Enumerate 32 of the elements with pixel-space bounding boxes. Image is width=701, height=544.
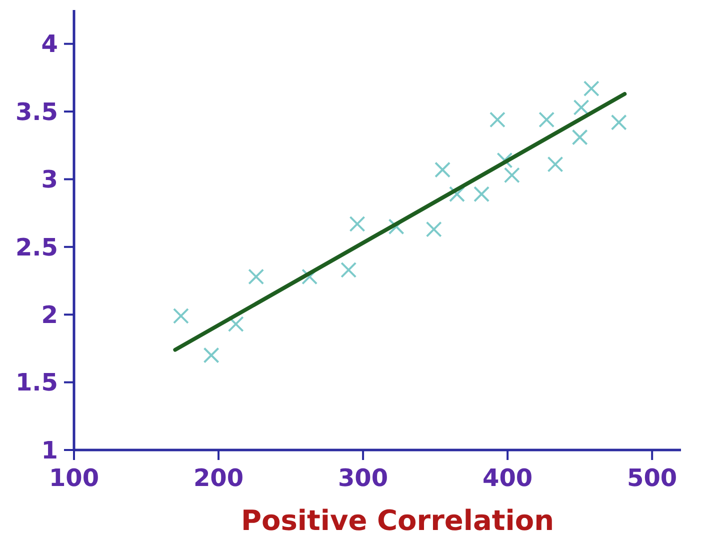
- point: [538, 112, 555, 128]
- point: [228, 316, 244, 332]
- point: [474, 186, 490, 202]
- point: [610, 114, 627, 130]
- point: [248, 268, 264, 285]
- point: [504, 167, 520, 184]
- y-tick-label: 3.5: [15, 98, 58, 126]
- point: [340, 262, 357, 278]
- x-tick-label: 400: [482, 464, 533, 492]
- point: [203, 347, 220, 364]
- x-tick-label: 500: [627, 464, 678, 492]
- point: [434, 162, 451, 178]
- x-tick-label: 100: [48, 464, 100, 492]
- y-tick-label: 2: [41, 301, 58, 330]
- point: [573, 99, 590, 116]
- y-tick-label: 1: [41, 436, 58, 464]
- point: [489, 112, 506, 128]
- x-tick-label: 200: [193, 464, 244, 492]
- y-tick-label: 1.5: [15, 368, 58, 397]
- y-tick-label: 3: [41, 166, 58, 194]
- point: [583, 80, 600, 97]
- point: [349, 216, 366, 232]
- point: [448, 186, 465, 202]
- point: [172, 308, 189, 324]
- x-axis-title: Positive Correlation: [240, 504, 554, 537]
- point: [572, 129, 588, 146]
- point: [302, 268, 318, 285]
- y-tick-label: 2.5: [15, 233, 58, 262]
- point: [426, 221, 442, 238]
- x-tick-label: 300: [338, 464, 388, 492]
- point: [547, 156, 564, 172]
- y-tick-label: 4: [41, 30, 58, 58]
